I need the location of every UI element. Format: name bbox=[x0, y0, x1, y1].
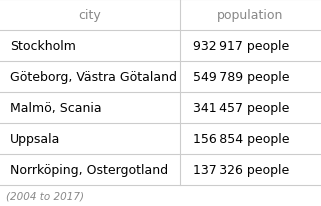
Text: population: population bbox=[217, 9, 283, 22]
Text: Stockholm: Stockholm bbox=[10, 40, 75, 53]
Text: (2004 to 2017): (2004 to 2017) bbox=[6, 191, 84, 201]
Text: Malmö, Scania: Malmö, Scania bbox=[10, 102, 101, 115]
Text: Uppsala: Uppsala bbox=[10, 133, 60, 145]
Text: 137 326 people: 137 326 people bbox=[193, 164, 289, 176]
Text: 932 917 people: 932 917 people bbox=[193, 40, 289, 53]
Text: 156 854 people: 156 854 people bbox=[193, 133, 289, 145]
Text: Göteborg, Västra Götaland: Göteborg, Västra Götaland bbox=[10, 71, 177, 84]
Text: Norrköping, Ostergotland: Norrköping, Ostergotland bbox=[10, 164, 168, 176]
Text: 549 789 people: 549 789 people bbox=[193, 71, 289, 84]
Text: city: city bbox=[79, 9, 101, 22]
Text: 341 457 people: 341 457 people bbox=[193, 102, 289, 115]
